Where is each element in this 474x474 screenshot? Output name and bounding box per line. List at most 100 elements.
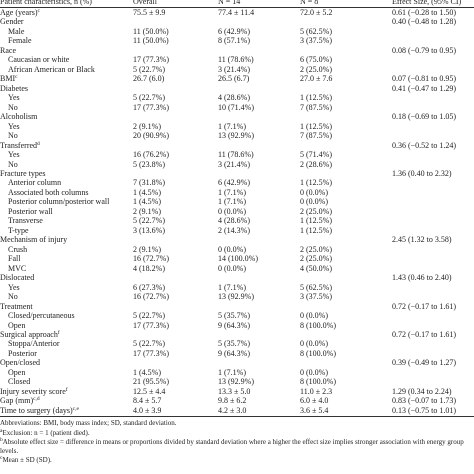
value-cell: 4.2 ± 3.0 [218, 405, 247, 415]
label-text: Posterior column/posterior wall [8, 197, 110, 207]
row-label: Yes [8, 93, 20, 102]
value-cell: 0 (0.0%) [218, 244, 246, 254]
label-text: No [8, 159, 18, 169]
label-text: Mechanism of injury [0, 235, 68, 245]
value-cell: 5 (22.7%) [133, 339, 165, 349]
effect-cell: 0.61 (−0.28 to 1.50) [392, 8, 457, 17]
value-cell: 9 (64.3%) [218, 320, 250, 330]
label-text: T-type [8, 225, 29, 235]
value-cell: 9.8 ± 6.2 [218, 396, 247, 406]
row-label: Male [8, 27, 24, 36]
value-cell: 17 (77.3%) [133, 55, 169, 65]
label-text: Male [8, 26, 25, 36]
footnote-mark: a [0, 427, 3, 434]
value-cell: 7 (31.8%) [133, 178, 165, 188]
header-cell: Effect Size, (95% CI) [392, 0, 462, 6]
footnote-mark: b [0, 437, 3, 444]
row-label: Stoppa/Anterior [8, 339, 60, 348]
effect-cell: 0.72 (−0.17 to 1.61) [392, 301, 457, 311]
value-cell: 0 (0.0%) [300, 187, 328, 197]
value-cell: 4 (18.2%) [133, 263, 165, 273]
value-cell: 17 (77.3%) [133, 102, 169, 112]
row-label: Yes [8, 283, 20, 292]
value-cell: 26.5 (6.7) [218, 74, 250, 84]
label-text: Stoppa/Anterior [8, 339, 60, 349]
footnote-mark: f [57, 329, 60, 336]
row-label: Open [8, 368, 25, 377]
value-cell: 11 (78.6%) [218, 55, 254, 65]
value-cell: 1 (12.5%) [300, 121, 332, 131]
value-cell: 5 (62.5%) [300, 26, 332, 36]
label-text: Gender [0, 17, 24, 27]
row-label: Posterior column/posterior wall [8, 197, 109, 206]
value-cell: 2 (9.1%) [133, 121, 161, 131]
label-text: No [8, 131, 18, 141]
footnote-mark: c [15, 74, 18, 81]
label-text: Female [8, 36, 32, 46]
value-cell: 6 (27.3%) [133, 282, 165, 292]
value-cell: 1 (12.5%) [300, 225, 332, 235]
row-label: Female [8, 36, 32, 45]
value-cell: 1 (7.1%) [218, 121, 246, 131]
label-text: Alcoholism [0, 112, 38, 122]
row-label: Gap (mm)c,d [0, 396, 40, 405]
value-cell: 5 (35.7%) [218, 311, 250, 321]
row-label: Yes [8, 150, 20, 159]
row-label: BMIc [0, 74, 18, 83]
label-text: Open [8, 320, 26, 330]
row-label: Open/closed [0, 358, 40, 367]
label-text: Fall [8, 254, 21, 264]
value-cell: 2 (14.3%) [218, 225, 250, 235]
row-label: Transverse [8, 216, 43, 225]
row-label: No [8, 131, 18, 140]
effect-cell: 0.40 (−0.48 to 1.28) [392, 17, 457, 27]
value-cell: 2 (25.0%) [300, 206, 332, 216]
value-cell: 9 (64.3%) [218, 348, 250, 358]
value-cell: 1 (4.5%) [133, 187, 161, 197]
row-label: Gender [0, 17, 24, 26]
value-cell: 7 (87.5%) [300, 102, 332, 112]
table-bottom-rule [0, 416, 474, 418]
row-label: Diabetes [0, 84, 28, 93]
footnote-text: Exclusion: n = 1 (patient died). [2, 428, 90, 437]
footnote-mark: c,d [33, 396, 40, 403]
footnote: cMean ± SD (SD). [0, 455, 472, 465]
value-cell: 8.4 ± 5.7 [133, 396, 162, 406]
label-text: Open [8, 367, 26, 377]
value-cell: 16 (72.7%) [133, 254, 169, 264]
label-text: Yes [8, 121, 20, 131]
value-cell: 8 (100.0%) [300, 377, 336, 387]
row-label: Fracture types [0, 169, 46, 178]
row-label: Surgical approachf [0, 330, 60, 339]
value-cell: 0 (0.0%) [300, 311, 328, 321]
value-cell: 8 (100.0%) [300, 348, 336, 358]
footnote-mark: c [37, 8, 40, 14]
effect-cell: 0.83 (−0.07 to 1.73) [392, 396, 457, 406]
value-cell: 5 (23.8%) [133, 159, 165, 169]
value-cell: 13.3 ± 5.0 [218, 386, 251, 396]
footnote: Abbreviations: BMI, body mass index; SD,… [0, 419, 472, 428]
row-label: Dislocated [0, 273, 34, 282]
value-cell: 0 (0.0%) [300, 367, 328, 377]
label-text: Diabetes [0, 83, 28, 93]
value-cell: 3 (37.5%) [300, 36, 332, 46]
footnote-mark: c,e [72, 405, 79, 412]
value-cell: 2 (9.1%) [133, 244, 161, 254]
value-cell: 2 (25.0%) [300, 64, 332, 74]
value-cell: 2 (25.0%) [300, 254, 332, 264]
label-text: African American or Black [8, 64, 95, 74]
value-cell: 10 (71.4%) [218, 102, 254, 112]
label-text: Associated both columns [8, 187, 89, 197]
value-cell: 16 (72.7%) [133, 292, 169, 302]
label-text: Gap (mm) [0, 396, 34, 406]
row-label: No [8, 103, 18, 112]
header-cell: N = 14 [218, 0, 241, 6]
label-text: Transferred [0, 140, 38, 150]
value-cell: 27.0 ± 7.6 [300, 74, 333, 84]
effect-cell: 0.36 (−0.52 to 1.24) [392, 140, 457, 150]
value-cell: 5 (22.7%) [133, 64, 165, 74]
row-label: Posterior [8, 349, 37, 358]
value-cell: 1 (7.1%) [218, 282, 246, 292]
footnote-text: Mean ± SD (SD). [2, 455, 52, 464]
